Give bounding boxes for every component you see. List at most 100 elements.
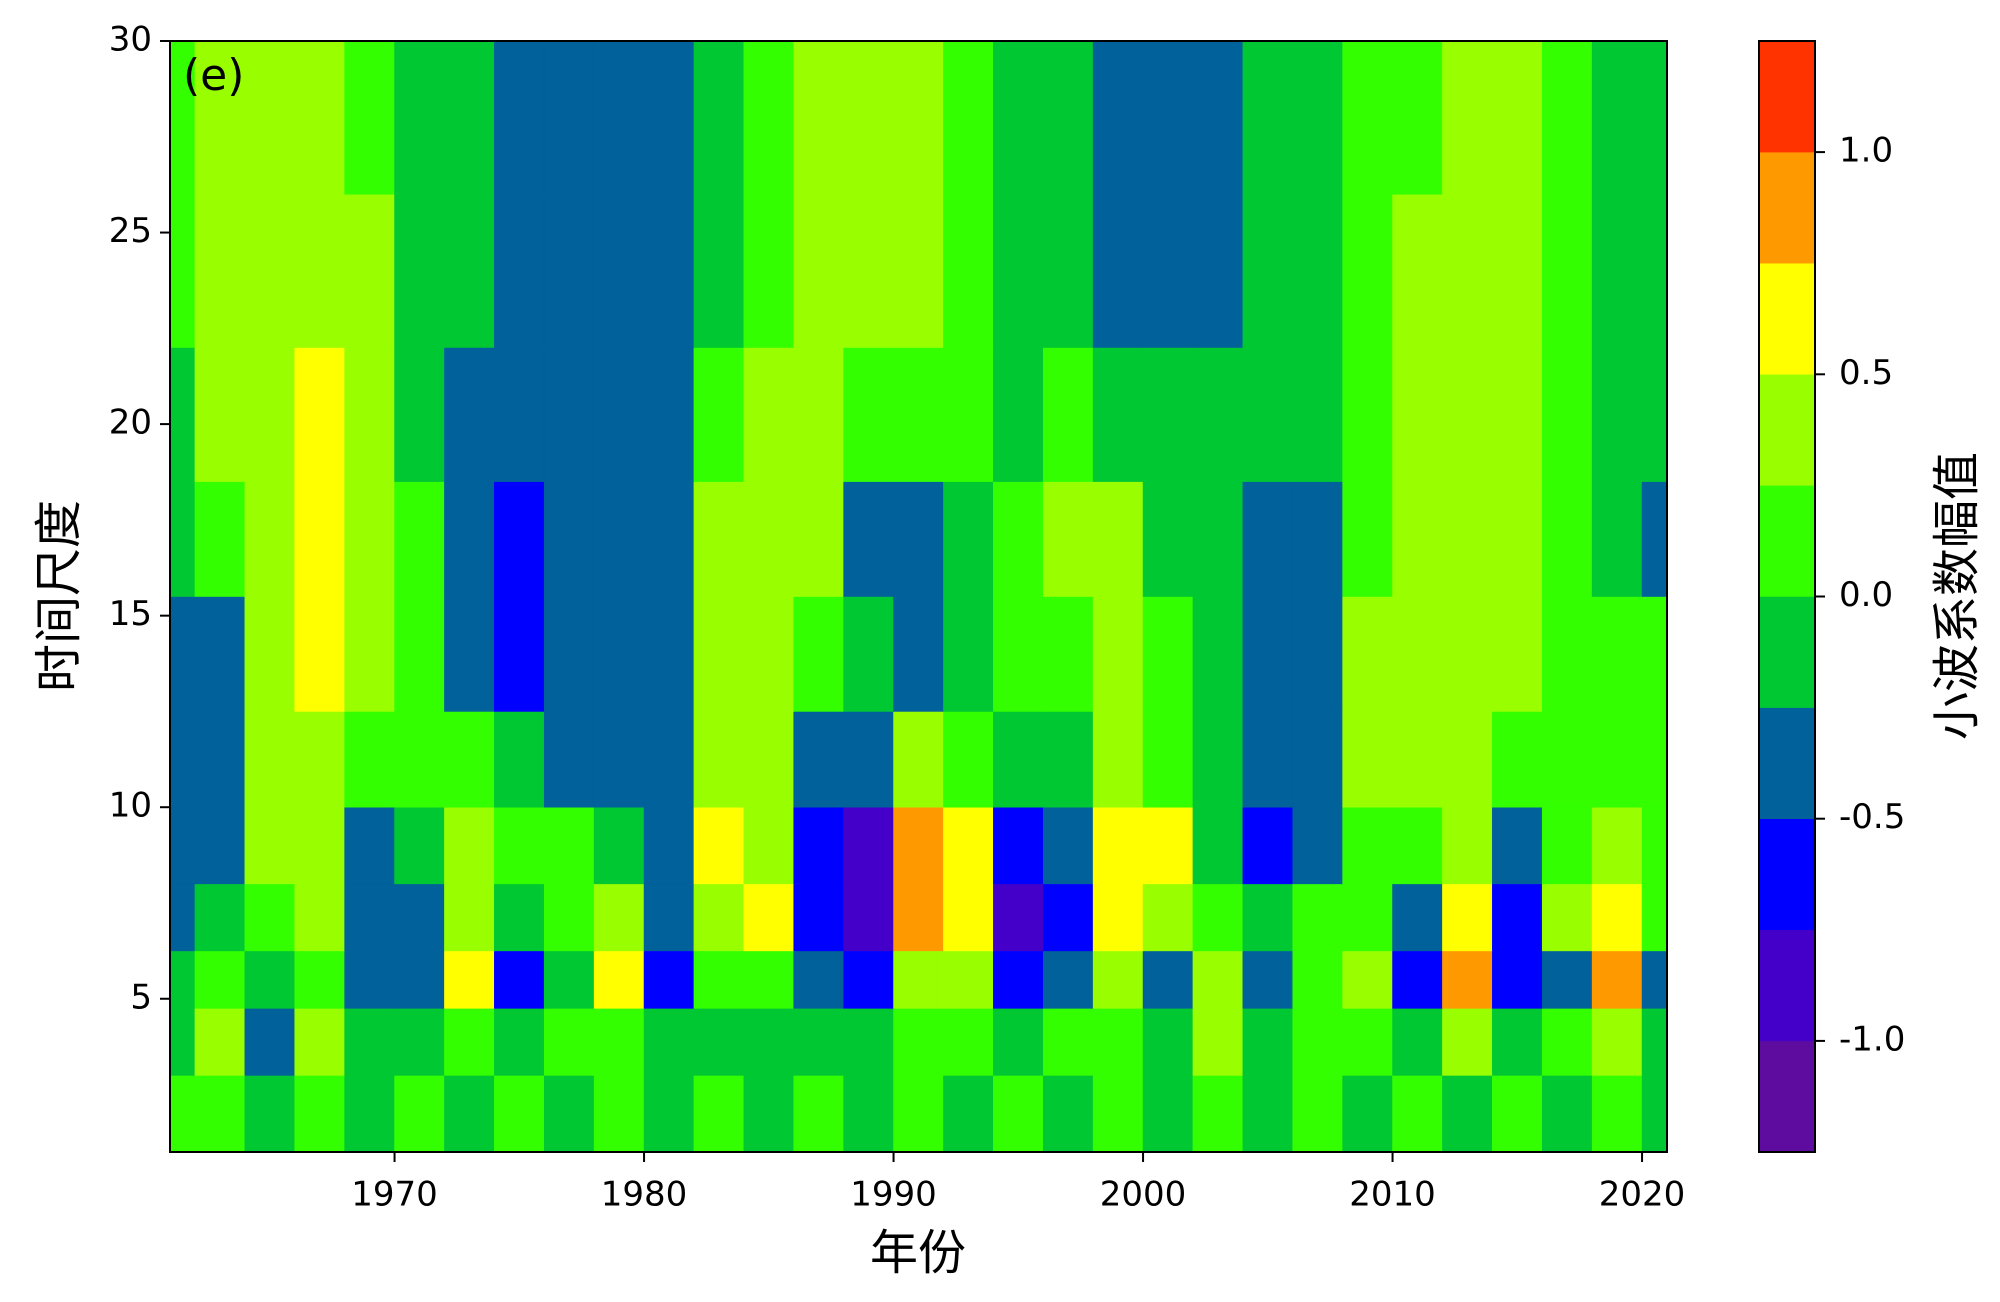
contour-cell (593, 950, 645, 1009)
contour-cell (169, 40, 196, 195)
contour-cell (494, 347, 545, 482)
contour-cell (1142, 40, 1194, 195)
contour-cell (993, 347, 1044, 482)
contour-cell (1342, 481, 1393, 597)
contour-cell (1292, 883, 1343, 952)
contour-cell (693, 347, 745, 482)
contour-cell (1192, 806, 1244, 885)
x-tick-label: 1970 (351, 1175, 438, 1215)
contour-cell (1142, 883, 1194, 952)
contour-cell (943, 347, 994, 482)
colorbar-tick-label: -0.5 (1839, 797, 1905, 837)
contour-cell (1092, 40, 1144, 195)
contour-cell (1142, 806, 1194, 885)
contour-cell (543, 806, 595, 885)
contour-cell (643, 711, 695, 808)
contour-cell (893, 806, 944, 885)
contour-cell (1242, 193, 1294, 348)
contour-cell (1292, 1008, 1343, 1076)
contour-cell (743, 883, 795, 952)
y-tick-label: 25 (109, 211, 152, 251)
contour-cell (743, 481, 795, 597)
contour-cell (543, 481, 595, 597)
contour-cell (1192, 1075, 1244, 1153)
contour-cell (1192, 40, 1244, 195)
contour-cell (494, 481, 545, 597)
contour-cell (244, 347, 296, 482)
contour-cell (169, 883, 196, 952)
contour-cell (444, 950, 495, 1009)
contour-cell (593, 596, 645, 712)
contour-cell (843, 481, 894, 597)
contour-cell (993, 1075, 1044, 1153)
contour-cell (244, 1008, 296, 1076)
contour-cell (344, 596, 395, 712)
contour-cell (1492, 481, 1543, 597)
contour-cell (1292, 347, 1343, 482)
contour-cell (1541, 40, 1593, 195)
contour-cell (1641, 883, 1668, 952)
contour-cell (1442, 806, 1493, 885)
contour-cell (169, 1075, 196, 1153)
contour-cell (494, 40, 545, 195)
contour-cell (1392, 596, 1443, 712)
colorbar-band (1758, 1040, 1816, 1153)
contour-cell (993, 806, 1044, 885)
contour-cell (1591, 950, 1643, 1009)
contour-cell (1392, 883, 1443, 952)
contour-cell (1392, 806, 1443, 885)
contour-cell (169, 711, 196, 808)
contour-cell (1092, 1008, 1144, 1076)
contour-cell (693, 596, 745, 712)
contour-cell (843, 347, 894, 482)
contour-cell (1541, 711, 1593, 808)
contour-cell (194, 1008, 246, 1076)
contour-cell (194, 596, 246, 712)
contour-cell (344, 711, 395, 808)
contour-cell (294, 711, 345, 808)
contour-cell (1092, 711, 1144, 808)
contour-cell (1442, 950, 1493, 1009)
contour-cell (244, 950, 296, 1009)
contour-cell (793, 193, 844, 348)
contour-cell (294, 883, 345, 952)
contour-cell (1042, 1008, 1094, 1076)
contour-cell (169, 193, 196, 348)
contour-cell (194, 347, 246, 482)
contour-cell (1292, 193, 1343, 348)
contour-cell (1242, 481, 1294, 597)
contour-cell (643, 1075, 695, 1153)
contour-cell (1342, 883, 1393, 952)
contour-cell (1641, 193, 1668, 348)
contour-cell (1392, 40, 1443, 195)
contour-cell (743, 950, 795, 1009)
contour-cell (793, 950, 844, 1009)
contour-cell (1392, 1008, 1443, 1076)
contour-cell (1192, 193, 1244, 348)
contour-cell (993, 596, 1044, 712)
contour-cell (1342, 711, 1393, 808)
contour-cell (1492, 40, 1543, 195)
contour-cell (1392, 711, 1443, 808)
contour-cell (1042, 806, 1094, 885)
contour-cell (1242, 950, 1294, 1009)
contour-cell (244, 1075, 296, 1153)
colorbar-band (1758, 596, 1816, 708)
contour-cell (643, 1008, 695, 1076)
contour-cell (1242, 806, 1294, 885)
contour-cell (1242, 711, 1294, 808)
colorbar-band (1758, 262, 1816, 375)
contour-cell (344, 347, 395, 482)
contour-cell (943, 950, 994, 1009)
contour-cell (843, 711, 894, 808)
y-tick-label: 10 (109, 786, 152, 826)
x-tick-label: 2000 (1100, 1175, 1187, 1215)
contour-cell (294, 806, 345, 885)
contour-cell (1142, 1008, 1194, 1076)
contour-cell (494, 806, 545, 885)
colorbar-tick-label: -1.0 (1839, 1019, 1905, 1059)
contour-cell (1641, 711, 1668, 808)
contour-cell (169, 1008, 196, 1076)
contour-cell (244, 883, 296, 952)
